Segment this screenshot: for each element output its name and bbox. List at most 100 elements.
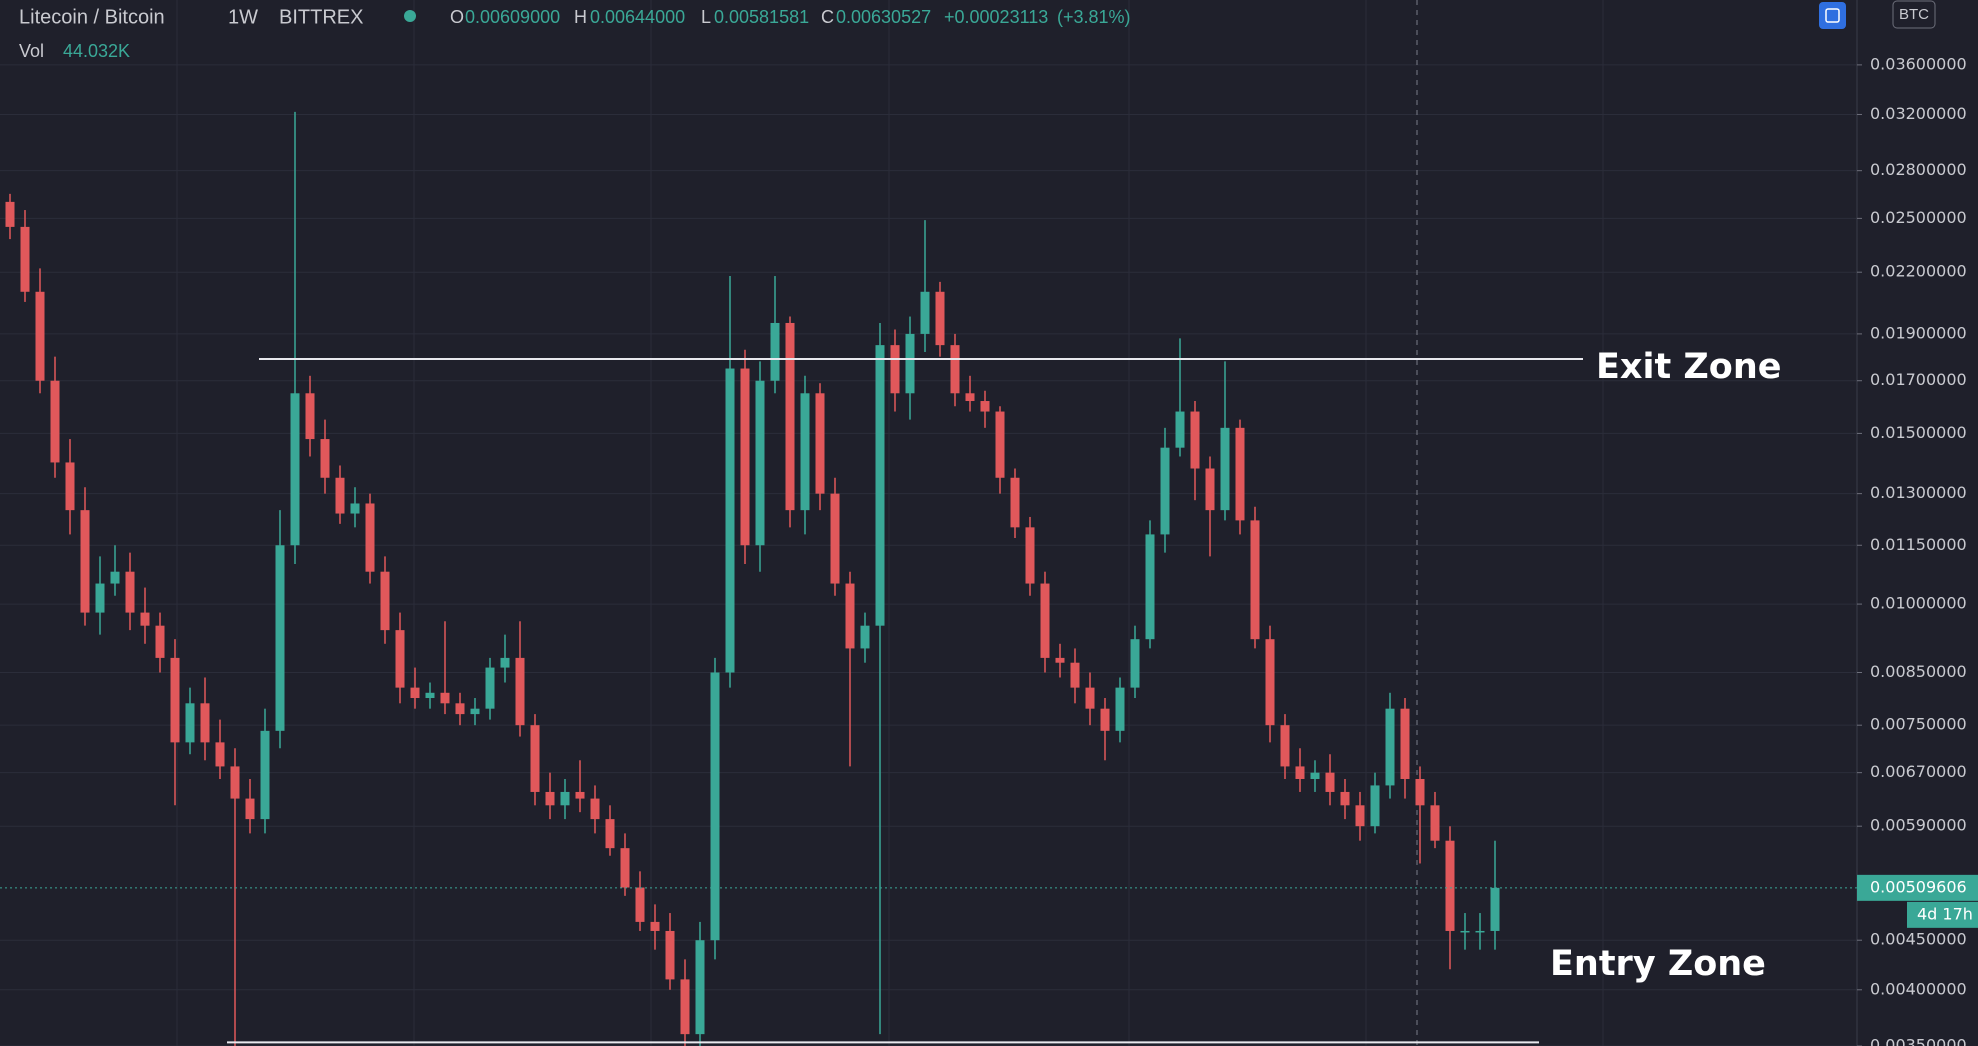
candle-body bbox=[965, 393, 975, 402]
candle-body bbox=[1295, 766, 1305, 779]
candle-body bbox=[605, 819, 615, 849]
candle-body bbox=[1085, 687, 1095, 709]
l-value: 0.00581581 bbox=[714, 7, 809, 27]
candle-body bbox=[860, 625, 870, 649]
candle-body bbox=[1055, 657, 1065, 663]
candle-body bbox=[125, 571, 135, 613]
candle-body bbox=[365, 503, 375, 572]
candle-body bbox=[1325, 772, 1335, 792]
candle-body bbox=[680, 979, 690, 1035]
candle-body bbox=[410, 687, 420, 699]
y-tick-label: 0.01900000 bbox=[1870, 323, 1967, 342]
candle-body bbox=[1310, 772, 1320, 779]
candle-body bbox=[200, 703, 210, 743]
candle-body bbox=[665, 930, 675, 980]
candle-body bbox=[560, 791, 570, 806]
candle-body bbox=[695, 940, 705, 1035]
candle-body bbox=[50, 380, 60, 463]
candle-body bbox=[875, 345, 885, 626]
last-price-label: 0.00509606 bbox=[1870, 877, 1967, 896]
candle-body bbox=[1130, 639, 1140, 688]
candle-body bbox=[740, 368, 750, 546]
y-tick-label: 0.01000000 bbox=[1870, 594, 1967, 613]
currency-box[interactable] bbox=[1892, 0, 1936, 29]
candle-body bbox=[575, 791, 585, 799]
last-price-box bbox=[1857, 874, 1978, 901]
candle-body bbox=[1430, 805, 1440, 841]
candle-body bbox=[620, 848, 630, 888]
y-tick-label: 0.00350000 bbox=[1870, 1036, 1967, 1046]
candle-body bbox=[905, 333, 915, 394]
candle-body bbox=[785, 322, 795, 511]
o-value: 0.00609000 bbox=[465, 7, 560, 27]
candle-body bbox=[230, 766, 240, 799]
candle-body bbox=[995, 411, 1005, 478]
candle-body bbox=[1460, 930, 1470, 933]
candle-body bbox=[455, 703, 465, 715]
candle-body bbox=[155, 625, 165, 658]
candle-body bbox=[800, 393, 810, 511]
y-tick-label: 0.01150000 bbox=[1870, 535, 1967, 554]
candle-body bbox=[1385, 708, 1395, 786]
zone-label: Exit Zone bbox=[1596, 347, 1781, 387]
candle-body bbox=[1145, 534, 1155, 640]
o-label: O bbox=[450, 7, 464, 27]
candle-body bbox=[845, 583, 855, 649]
candle-body bbox=[1400, 708, 1410, 779]
y-tick-label: 0.02800000 bbox=[1870, 160, 1967, 179]
candle-body bbox=[80, 510, 90, 613]
c-label: C bbox=[821, 7, 834, 27]
candle-body bbox=[1205, 468, 1215, 511]
candle-body bbox=[335, 477, 345, 514]
y-tick-label: 0.01300000 bbox=[1870, 483, 1967, 502]
candle-body bbox=[470, 708, 480, 715]
currency: BTC bbox=[1899, 6, 1929, 23]
candle-body bbox=[980, 401, 990, 412]
candle-body bbox=[5, 201, 15, 227]
candle-body bbox=[140, 612, 150, 626]
candle-body bbox=[95, 583, 105, 613]
candle-body bbox=[950, 345, 960, 394]
candle-body bbox=[890, 345, 900, 394]
candle-body bbox=[590, 798, 600, 820]
y-tick-label: 0.00670000 bbox=[1870, 762, 1967, 781]
candle-body bbox=[1235, 427, 1245, 521]
symbol: Litecoin / Bitcoin bbox=[19, 6, 165, 28]
candle-body bbox=[1100, 708, 1110, 731]
auto-scale-button[interactable] bbox=[1819, 2, 1846, 29]
candle-body bbox=[440, 692, 450, 704]
candle-body bbox=[305, 393, 315, 440]
candle-body bbox=[170, 657, 180, 743]
y-tick-label: 0.00450000 bbox=[1870, 930, 1967, 949]
candle-body bbox=[260, 730, 270, 820]
y-tick-label: 0.00850000 bbox=[1870, 662, 1967, 681]
h-label: H bbox=[574, 7, 587, 27]
candle-body bbox=[380, 571, 390, 631]
h-value: 0.00644000 bbox=[590, 7, 685, 27]
candle-body bbox=[1370, 785, 1380, 827]
candle-body bbox=[185, 703, 195, 743]
candle-body bbox=[815, 393, 825, 494]
candle-body bbox=[290, 393, 300, 546]
candle-body bbox=[1415, 778, 1425, 806]
candle-body bbox=[1445, 840, 1455, 931]
change: +0.00023113 bbox=[944, 7, 1048, 27]
candle-body bbox=[1010, 477, 1020, 528]
button-icon bbox=[1825, 8, 1840, 23]
candle-body bbox=[710, 672, 720, 941]
candle-body bbox=[1160, 447, 1170, 535]
candle-body bbox=[545, 791, 555, 806]
exchange: BITTREX bbox=[279, 6, 363, 28]
candle-body bbox=[110, 571, 120, 584]
candle-body bbox=[1190, 411, 1200, 469]
candle-body bbox=[1340, 791, 1350, 806]
candle-body bbox=[35, 291, 45, 381]
change-pct: (+3.81%) bbox=[1057, 7, 1131, 27]
status-dot bbox=[404, 10, 416, 22]
countdown: 4d 17h bbox=[1917, 904, 1973, 923]
candle-body bbox=[755, 380, 765, 546]
y-tick-label: 0.00400000 bbox=[1870, 979, 1967, 998]
